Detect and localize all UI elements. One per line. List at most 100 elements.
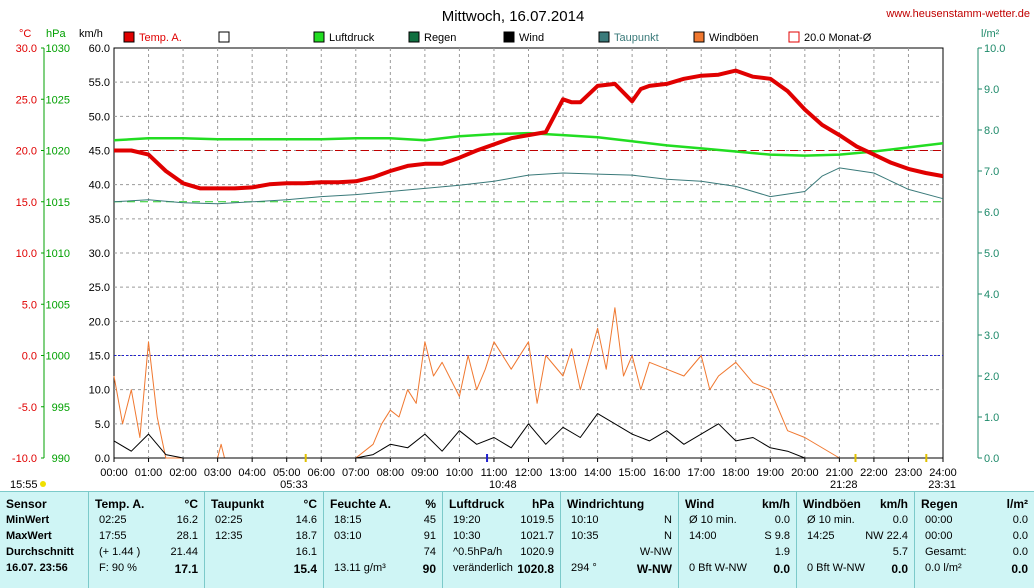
time-axis: 00:00 01:00 02:00 03:00 04:00 05:00 06:00 07:00… <box>100 458 957 479</box>
legend-swatch <box>693 31 705 43</box>
feuchte-row: 13.11 g/m³ 90 <box>324 562 442 578</box>
wind-value: 0.0 <box>773 562 790 576</box>
luftdruck-row: veränderlich 1020.8 <box>443 562 560 578</box>
rain-tick-label: 7.0 <box>984 166 999 178</box>
weather-chart: Mittwoch, 16.07.2014 www.heusenstamm-wet… <box>10 8 1030 491</box>
wind-tick-label: 60.0 <box>89 43 110 55</box>
temp-axis: 30.0 25.0 20.0 15.0 10.0 5.0 0.0 -5.0 -10.0 <box>12 43 37 465</box>
max-label: MaxWert <box>6 530 52 542</box>
legend-swatch <box>503 31 515 43</box>
windboeen-row: 0 Bft W-NW 0.0 <box>797 562 914 578</box>
taupunkt-column: Taupunkt °C 02:25 14.6 12:35 18.7 16.1 15.4 <box>204 492 323 588</box>
feuchte-header-label: Feuchte A. <box>330 497 391 511</box>
windboeen-unit: km/h <box>879 497 908 511</box>
temp-tick-label: -5.0 <box>18 402 37 414</box>
feuchte-time: 03:10 <box>334 530 362 542</box>
luftdruck-row: 19:20 1019.5 <box>443 514 560 530</box>
temp-tick-label: -10.0 <box>12 453 37 465</box>
regen-time: 00:00 <box>925 530 953 542</box>
feuchte-row: 18:15 45 <box>324 514 442 530</box>
feuchte-row: 03:10 91 <box>324 530 442 546</box>
wind-tick-label: 45.0 <box>89 146 110 158</box>
wind-header: Wind km/h <box>685 497 790 511</box>
regen-time: Gesamt: <box>925 546 967 558</box>
windrichtung-column: Windrichtung 10:10 N 10:35 N W-NW 294 ° W-NW <box>560 492 678 588</box>
legend-swatch <box>218 31 230 43</box>
taupunkt-unit: °C <box>303 497 317 511</box>
feuchte-header: Feuchte A.% <box>330 497 436 511</box>
chart-legend: Temp. A. Luftdruck Regen Wind Taupunkt Windbö… <box>123 31 872 44</box>
time-tick-label: 01:00 <box>135 467 163 479</box>
wind-row: 0 Bft W-NW 0.0 <box>679 562 796 578</box>
wind-tick-label: 55.0 <box>89 77 110 89</box>
regen-value: 0.0 <box>1012 514 1028 526</box>
luftdruck-time: 10:30 <box>453 530 481 542</box>
wind-tick-label: 25.0 <box>89 282 110 294</box>
taupunkt-row: 02:25 14.6 <box>205 514 323 530</box>
time-tick-label: 09:00 <box>411 467 439 479</box>
taupunkt-header-label: Taupunkt <box>211 497 265 511</box>
rain-tick-label: 6.0 <box>984 207 999 219</box>
sunrise-label: 05:33 <box>280 479 308 491</box>
luftdruck-value: 1021.7 <box>520 530 554 542</box>
windboeen-time: 14:25 <box>807 530 835 542</box>
temp-time: (+ 1.44 ) <box>99 546 141 558</box>
regen-value: 0.0 <box>1011 562 1028 576</box>
time-tick-label: 22:00 <box>860 467 888 479</box>
sun-icon <box>40 481 46 487</box>
pressure-unit-label: hPa <box>46 28 66 40</box>
windrichtung-row: 10:35 N <box>561 530 678 546</box>
luftdruck-time: veränderlich <box>453 562 513 574</box>
legend-swatch <box>123 31 135 43</box>
temp-tick-label: 20.0 <box>16 146 37 158</box>
feuchte-row: 74 <box>324 546 442 562</box>
chart-title: Mittwoch, 16.07.2014 <box>442 8 585 25</box>
windrichtung-value: W-NW <box>639 546 672 558</box>
temp-tick-label: 0.0 <box>22 351 37 363</box>
pressure-tick-label: 1000 <box>46 351 70 363</box>
pressure-axis: 1030 1025 1020 1015 1010 1005 1000 995 990 <box>41 43 70 465</box>
time-tick-label: 13:00 <box>549 467 577 479</box>
luftdruck-row: 10:30 1021.7 <box>443 530 560 546</box>
luftdruck-time: ^0.5hPa/h <box>453 546 503 558</box>
legend-swatch <box>788 31 800 43</box>
rain-axis: 10.0 9.0 8.0 7.0 6.0 5.0 4.0 3.0 2.0 1.0 0.0 <box>977 43 1005 465</box>
temp-tick-label: 25.0 <box>16 94 37 106</box>
wind-tick-label: 15.0 <box>89 351 110 363</box>
wind-unit: km/h <box>761 497 790 511</box>
pressure-tick-label: 1020 <box>46 146 70 158</box>
wind-time: Ø 10 min. <box>689 514 737 526</box>
taupunkt-time: 02:25 <box>215 514 243 526</box>
site-link[interactable]: www.heusenstamm-wetter.de <box>885 8 1030 20</box>
time-tick-label: 24:00 <box>929 467 957 479</box>
time-tick-label: 15:00 <box>618 467 646 479</box>
wind-tick-label: 35.0 <box>89 214 110 226</box>
time-tick-label: 20:00 <box>791 467 819 479</box>
time-tick-label: 14:00 <box>584 467 612 479</box>
moon-label: 23:31 <box>928 479 956 491</box>
windboeen-value: NW 22.4 <box>865 530 908 542</box>
windboeen-row: 5.7 <box>797 546 914 562</box>
wind-tick-label: 40.0 <box>89 180 110 192</box>
regen-column: Regen l/m² 00:00 0.0 00:00 0.0 Gesamt: 0.0 0.0 l… <box>914 492 1034 588</box>
temp-value: 21.44 <box>170 546 198 558</box>
sunset-label: 21:28 <box>830 479 858 491</box>
regen-row: 00:00 0.0 <box>915 530 1034 546</box>
pressure-tick-label: 1010 <box>46 248 70 260</box>
legend-label: Luftdruck <box>329 32 375 44</box>
luftdruck-value: 1020.9 <box>520 546 554 558</box>
taupunkt-header: Taupunkt °C <box>211 497 317 511</box>
wind-column: Wind km/h Ø 10 min. 0.0 14:00 S 9.8 1.9 0 Bft W… <box>678 492 796 588</box>
luftdruck-unit: hPa <box>531 497 554 511</box>
rain-tick-label: 1.0 <box>984 412 999 424</box>
windboeen-value: 0.0 <box>892 514 908 526</box>
temp-row: F: 90 % 17.1 <box>89 562 204 578</box>
time-tick-label: 03:00 <box>204 467 232 479</box>
luftdruck-row: ^0.5hPa/h 1020.9 <box>443 546 560 562</box>
series-windb-en <box>113 307 943 459</box>
wind-tick-label: 20.0 <box>89 316 110 328</box>
feuchte-column: Feuchte A.% 18:15 45 03:10 91 74 13.11 g/m³ 90 <box>323 492 442 588</box>
feuchte-value: 90 <box>422 562 436 576</box>
wind-tick-label: 50.0 <box>89 111 110 123</box>
rain-tick-label: 10.0 <box>984 43 1005 55</box>
